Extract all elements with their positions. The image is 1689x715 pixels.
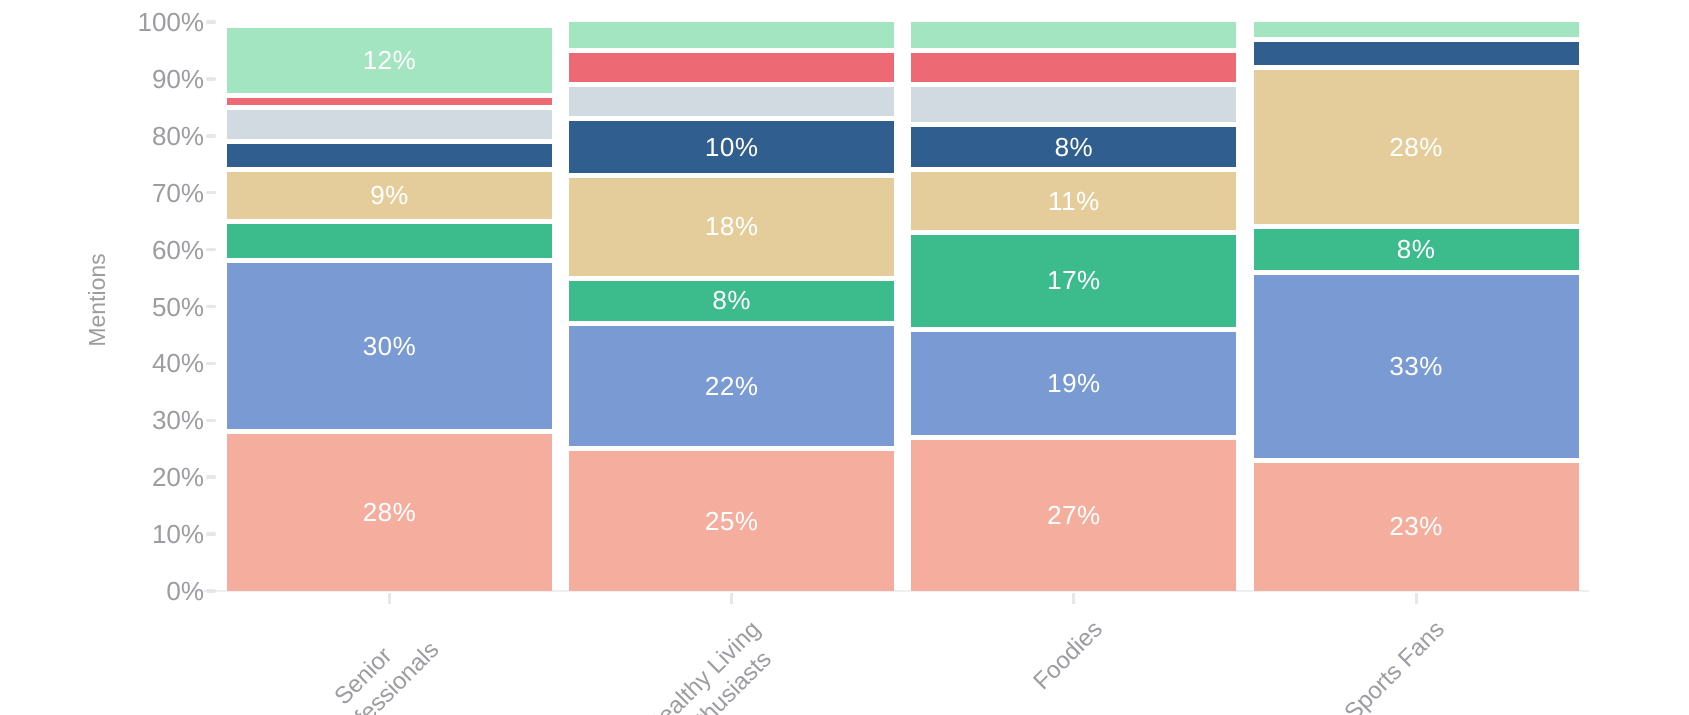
bar-segment-navy-1[interactable] [227, 143, 552, 168]
bar-segment-green-2[interactable]: 8% [569, 280, 895, 322]
x-category-label-4: Sports Fans [1339, 615, 1450, 715]
bar-segment-mint-2[interactable] [569, 22, 895, 48]
bar-segment-tan-3[interactable]: 11% [911, 172, 1237, 231]
x-category-label-1: Senior Professionals [322, 636, 444, 715]
bar-segment-grey-2[interactable] [569, 87, 895, 117]
bar-segment-green-1[interactable] [227, 223, 552, 259]
segment-value-label: 18% [704, 211, 759, 242]
y-tick-mark [206, 304, 216, 309]
bar-segment-grey-3[interactable] [911, 87, 1237, 122]
bar-segment-blue-1[interactable]: 30% [227, 263, 552, 430]
segment-value-label: 8% [1054, 131, 1094, 162]
segment-value-label: 23% [1389, 511, 1443, 542]
bar-segment-salmon-3[interactable]: 27% [911, 439, 1237, 591]
segment-value-label: 28% [362, 497, 417, 528]
bar-segment-mint-3[interactable] [911, 22, 1237, 48]
y-tick-mark [206, 77, 216, 81]
y-tick-label: 40% [151, 348, 204, 379]
x-category-label-2: Healthy Living Enthusiasts [639, 615, 777, 715]
y-tick-mark [206, 134, 216, 138]
bar-segment-blue-2[interactable]: 22% [569, 326, 895, 447]
bar-segment-tan-4[interactable]: 28% [1253, 70, 1579, 225]
y-tick-label: 50% [151, 291, 204, 322]
x-tick-mark [1414, 592, 1418, 604]
y-tick-label: 10% [151, 519, 204, 550]
segment-value-label: 33% [1389, 350, 1443, 381]
bar-segment-tan-1[interactable]: 9% [227, 172, 552, 219]
bar-segment-mint-4[interactable] [1253, 22, 1579, 37]
segment-value-label: 19% [1047, 367, 1101, 398]
segment-value-label: 30% [362, 330, 417, 361]
y-tick-mark [206, 20, 216, 24]
y-tick-mark [206, 475, 216, 479]
y-tick-label: 100% [137, 7, 205, 37]
bar-segment-green-4[interactable]: 8% [1253, 229, 1579, 270]
y-tick-label: 0% [166, 576, 204, 606]
y-tick-label: 80% [151, 120, 204, 151]
segment-value-label: 11% [1048, 185, 1100, 216]
bar-segment-blue-3[interactable]: 19% [911, 331, 1237, 435]
bar-segment-navy-2[interactable]: 10% [569, 121, 895, 174]
segment-value-label: 9% [370, 180, 409, 211]
y-tick-mark [206, 247, 216, 252]
segment-value-label: 12% [362, 45, 417, 76]
segment-value-label: 25% [704, 505, 759, 536]
x-tick-mark [730, 592, 734, 604]
segment-value-label: 22% [704, 370, 759, 401]
segment-value-label: 27% [1047, 499, 1101, 530]
bar-segment-navy-4[interactable] [1253, 41, 1579, 65]
bar-segment-green-3[interactable]: 17% [911, 235, 1237, 327]
y-tick-mark [206, 589, 216, 593]
bar-segment-tan-2[interactable]: 18% [569, 178, 895, 276]
bar-segment-salmon-2[interactable]: 25% [569, 451, 895, 591]
segment-value-label: 8% [1396, 234, 1436, 265]
y-tick-mark [206, 361, 216, 366]
bar-segment-navy-3[interactable]: 8% [911, 126, 1237, 168]
y-tick-label: 90% [151, 63, 204, 94]
y-tick-mark [206, 418, 216, 423]
segment-value-label: 28% [1389, 131, 1443, 162]
y-tick-mark [206, 190, 216, 195]
y-tick-mark [206, 532, 216, 536]
bar-segment-grey-1[interactable] [227, 109, 552, 139]
bar-segment-red-2[interactable] [569, 52, 895, 83]
bar-segment-blue-4[interactable]: 33% [1253, 274, 1579, 458]
segment-value-label: 10% [704, 131, 759, 162]
y-tick-label: 70% [151, 177, 204, 208]
y-tick-label: 20% [151, 462, 204, 493]
bar-segment-red-3[interactable] [911, 52, 1237, 83]
bar-segment-salmon-4[interactable]: 23% [1253, 462, 1579, 591]
y-tick-label: 60% [151, 234, 204, 265]
segment-value-label: 17% [1047, 265, 1101, 296]
bar-segment-mint-1[interactable]: 12% [227, 27, 552, 94]
bar-segment-salmon-1[interactable]: 28% [227, 434, 552, 591]
y-tick-label: 30% [151, 405, 204, 436]
x-category-label-3: Foodies [1028, 615, 1108, 696]
segment-value-label: 8% [712, 285, 751, 316]
x-tick-mark [1072, 592, 1076, 604]
bar-segment-red-1[interactable] [227, 98, 552, 105]
x-tick-mark [388, 592, 391, 604]
